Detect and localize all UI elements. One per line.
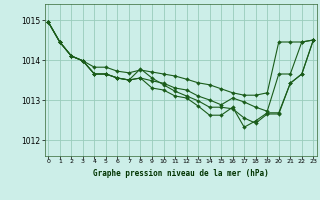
X-axis label: Graphe pression niveau de la mer (hPa): Graphe pression niveau de la mer (hPa) <box>93 169 269 178</box>
